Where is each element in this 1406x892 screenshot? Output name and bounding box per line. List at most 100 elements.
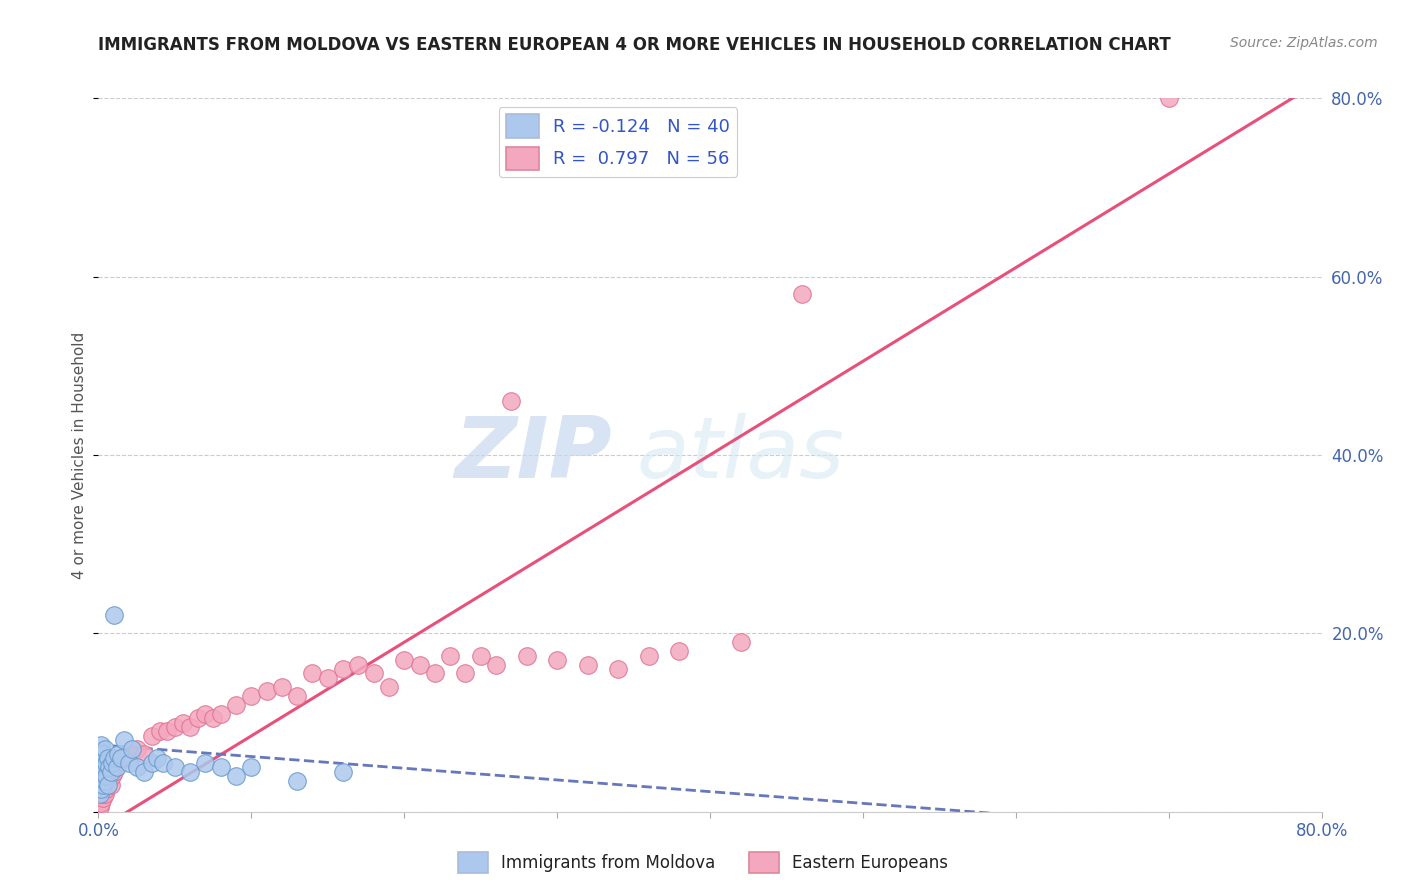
Point	[454, 666, 477, 681]
Point	[607, 662, 630, 676]
Point	[101, 756, 124, 770]
Point	[187, 711, 209, 725]
Point	[163, 720, 186, 734]
Point	[105, 756, 128, 770]
Point	[179, 764, 201, 779]
Point	[149, 724, 172, 739]
Point	[240, 760, 263, 774]
Point	[163, 760, 186, 774]
Point	[89, 769, 111, 783]
Point	[172, 715, 194, 730]
Point	[156, 724, 179, 739]
Point	[408, 657, 430, 672]
Point	[90, 738, 112, 752]
Point	[93, 787, 115, 801]
Point	[194, 756, 217, 770]
Point	[730, 635, 752, 649]
Point	[94, 769, 117, 783]
Text: Source: ZipAtlas.com: Source: ZipAtlas.com	[1230, 36, 1378, 50]
Point	[104, 760, 127, 774]
Point	[103, 608, 125, 623]
Point	[89, 787, 111, 801]
Point	[91, 778, 114, 792]
Point	[91, 747, 114, 761]
Point	[125, 760, 148, 774]
Point	[91, 760, 114, 774]
Point	[347, 657, 370, 672]
Point	[94, 782, 117, 797]
Point	[89, 756, 111, 770]
Legend: Immigrants from Moldova, Eastern Europeans: Immigrants from Moldova, Eastern Europea…	[451, 846, 955, 880]
Point	[485, 657, 508, 672]
Point	[125, 742, 148, 756]
Point	[470, 648, 492, 663]
Legend: R = -0.124   N = 40, R =  0.797   N = 56: R = -0.124 N = 40, R = 0.797 N = 56	[499, 107, 737, 177]
Point	[145, 751, 167, 765]
Point	[118, 751, 141, 765]
Point	[98, 773, 121, 788]
Point	[110, 751, 132, 765]
Point	[225, 769, 247, 783]
Point	[94, 756, 117, 770]
Point	[90, 796, 112, 810]
Point	[141, 756, 163, 770]
Text: atlas: atlas	[637, 413, 845, 497]
Point	[378, 680, 401, 694]
Point	[270, 680, 292, 694]
Point	[301, 666, 323, 681]
Point	[118, 756, 141, 770]
Point	[285, 773, 308, 788]
Point	[501, 394, 523, 409]
Point	[141, 729, 163, 743]
Point	[107, 747, 129, 761]
Point	[392, 653, 416, 667]
Point	[576, 657, 599, 672]
Point	[112, 733, 135, 747]
Point	[179, 720, 201, 734]
Point	[134, 764, 156, 779]
Point	[93, 773, 115, 788]
Point	[90, 751, 112, 765]
Point	[101, 769, 124, 783]
Point	[1157, 91, 1180, 105]
Point	[115, 747, 138, 761]
Point	[93, 742, 115, 756]
Point	[209, 706, 232, 721]
Point	[103, 764, 125, 779]
Text: ZIP: ZIP	[454, 413, 612, 497]
Point	[89, 800, 111, 814]
Point	[194, 706, 217, 721]
Point	[91, 791, 114, 805]
Point	[546, 653, 568, 667]
Point	[256, 684, 278, 698]
Point	[100, 764, 122, 779]
Point	[152, 756, 174, 770]
Point	[103, 751, 125, 765]
Y-axis label: 4 or more Vehicles in Household: 4 or more Vehicles in Household	[72, 331, 87, 579]
Point	[240, 689, 263, 703]
Point	[97, 778, 120, 792]
Point	[316, 671, 339, 685]
Text: IMMIGRANTS FROM MOLDOVA VS EASTERN EUROPEAN 4 OR MORE VEHICLES IN HOUSEHOLD CORR: IMMIGRANTS FROM MOLDOVA VS EASTERN EUROP…	[98, 36, 1171, 54]
Point	[121, 742, 143, 756]
Point	[332, 662, 354, 676]
Point	[97, 751, 120, 765]
Point	[90, 782, 112, 797]
Point	[209, 760, 232, 774]
Point	[285, 689, 308, 703]
Point	[439, 648, 461, 663]
Point	[516, 648, 538, 663]
Point	[668, 644, 690, 658]
Point	[332, 764, 354, 779]
Point	[91, 787, 114, 801]
Point	[225, 698, 247, 712]
Point	[90, 764, 112, 779]
Point	[423, 666, 446, 681]
Point	[790, 287, 813, 301]
Point	[363, 666, 385, 681]
Point	[637, 648, 661, 663]
Point	[110, 751, 132, 765]
Point	[105, 760, 128, 774]
Point	[97, 778, 120, 792]
Point	[202, 711, 225, 725]
